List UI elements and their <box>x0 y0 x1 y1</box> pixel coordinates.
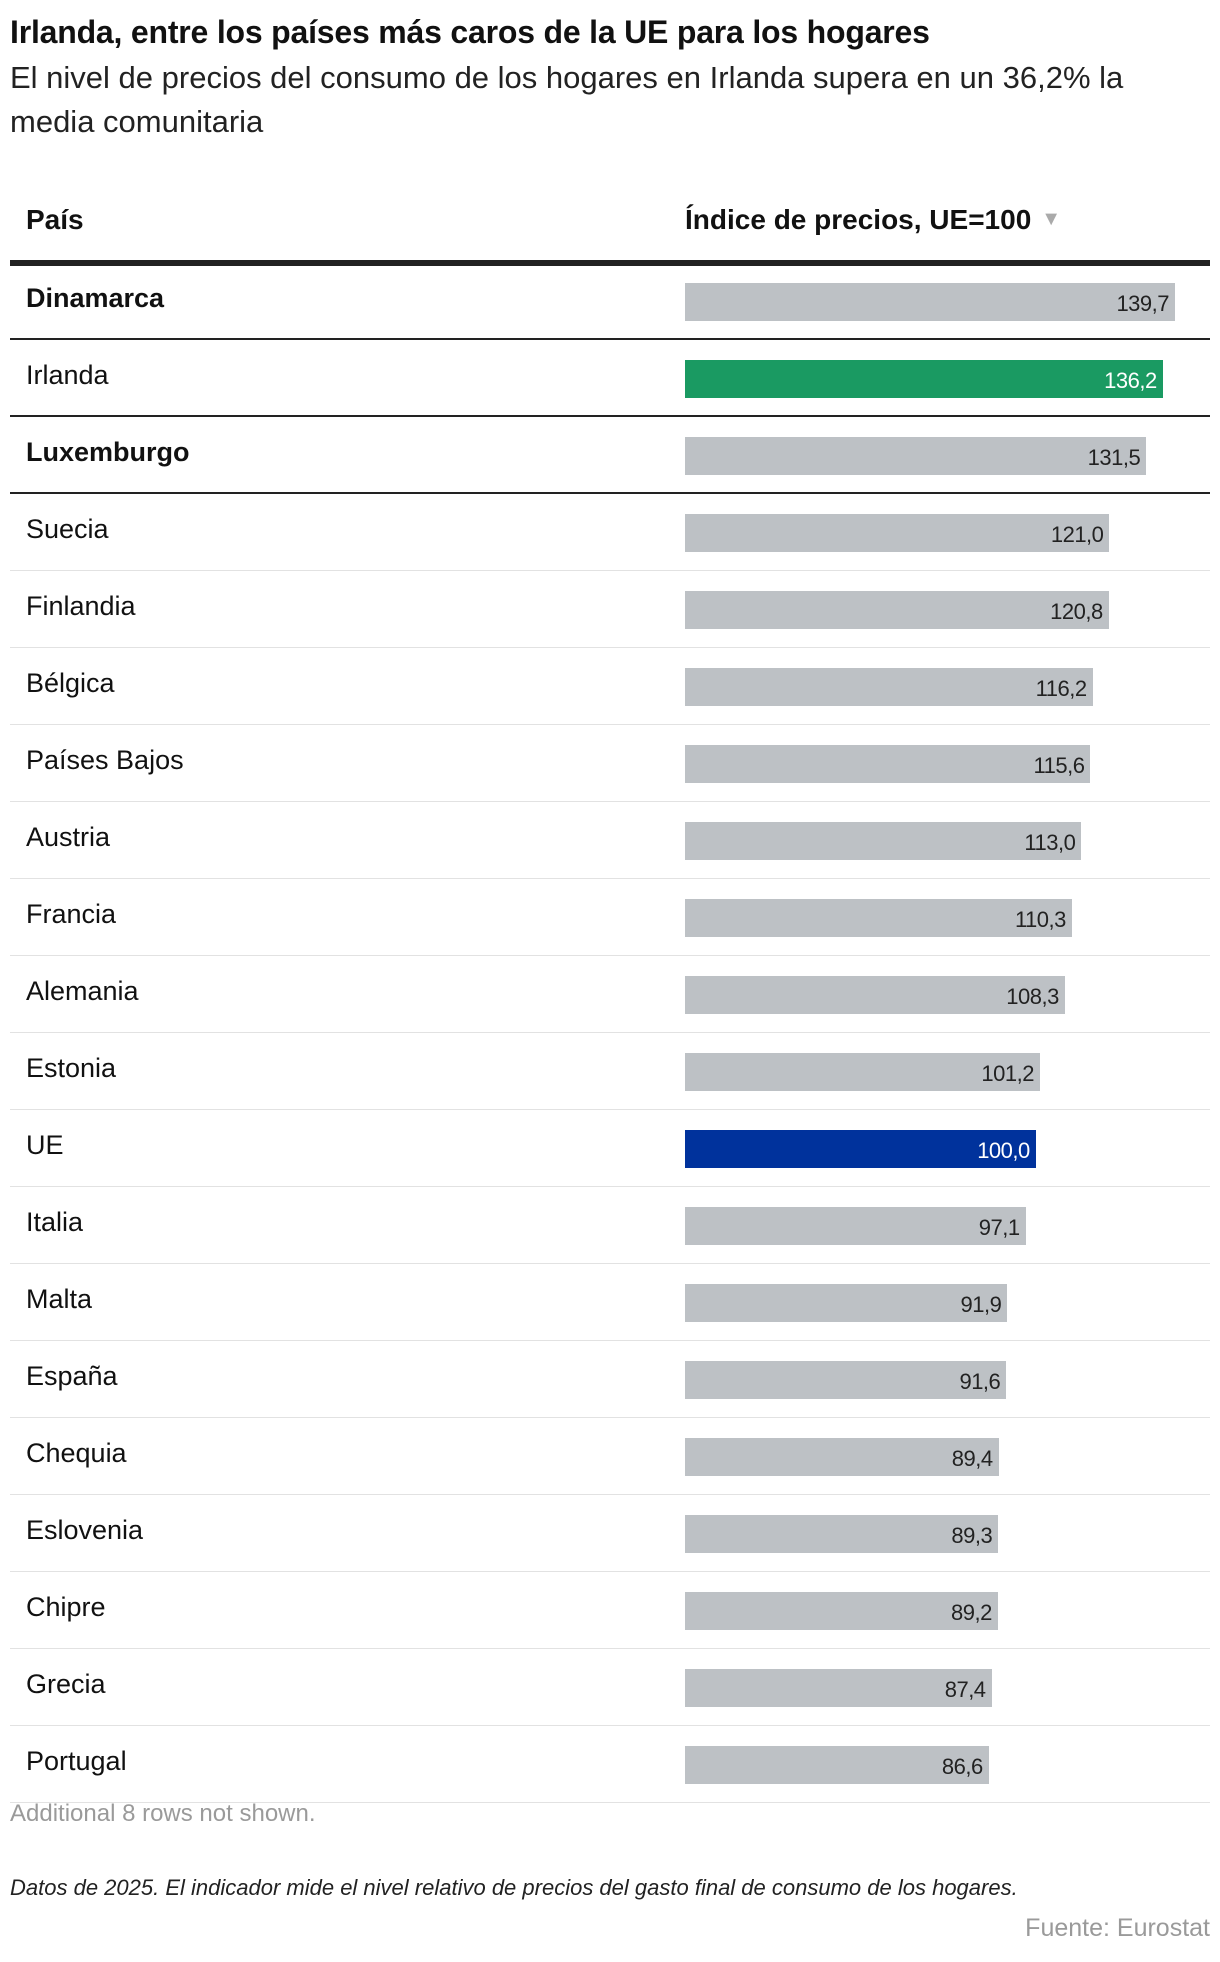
table-row: Austria 113,0 <box>10 802 1210 879</box>
bar-value-label: 120,8 <box>1050 599 1103 624</box>
table-row: Malta 91,9 <box>10 1264 1210 1341</box>
table-row: Alemania 108,3 <box>10 956 1210 1033</box>
bar: 101,2 <box>685 1053 1040 1091</box>
country-label: Grecia <box>26 1669 106 1699</box>
bar: 120,8 <box>685 591 1109 629</box>
table-row: Italia 97,1 <box>10 1187 1210 1264</box>
bar: 86,6 <box>685 1746 989 1784</box>
bar-value-label: 108,3 <box>1006 984 1059 1009</box>
bar: 100,0 <box>685 1130 1036 1168</box>
column-header-index[interactable]: Índice de precios, UE=100 ▼ <box>685 204 1061 236</box>
bar-value-label: 131,5 <box>1087 445 1141 470</box>
bar: 87,4 <box>685 1669 992 1707</box>
bar-value-label: 113,0 <box>1024 830 1076 855</box>
country-label: Luxemburgo <box>26 437 190 467</box>
bar-value-label: 136,2 <box>1104 368 1157 393</box>
country-label: UE <box>26 1130 64 1160</box>
bar-value-label: 89,2 <box>951 1600 992 1625</box>
bar-value-label: 121,0 <box>1050 522 1104 547</box>
country-label: Eslovenia <box>26 1515 144 1545</box>
table-row: Dinamarca 139,7 <box>10 263 1210 340</box>
country-label: Francia <box>26 899 117 929</box>
country-label: Países Bajos <box>26 745 184 775</box>
bar-value-label: 100,0 <box>977 1138 1030 1163</box>
table-header: País Índice de precios, UE=100 ▼ <box>10 190 1210 266</box>
bar-value-label: 139,7 <box>1116 291 1169 316</box>
table-row: UE 100,0 <box>10 1110 1210 1187</box>
table-row: España 91,6 <box>10 1341 1210 1418</box>
bar: 116,2 <box>685 668 1093 706</box>
bar-value-label: 110,3 <box>1014 907 1066 932</box>
country-label: Suecia <box>26 514 109 544</box>
table-row: Chipre 89,2 <box>10 1572 1210 1649</box>
bar: 131,5 <box>685 437 1147 475</box>
bar: 115,6 <box>685 745 1091 783</box>
table-row: Países Bajos 115,6 <box>10 725 1210 802</box>
table-row: Grecia 87,4 <box>10 1649 1210 1726</box>
country-label: Italia <box>26 1207 84 1237</box>
country-label: España <box>26 1361 118 1391</box>
country-label: Dinamarca <box>26 283 165 313</box>
footnote: Datos de 2025. El indicador mide el nive… <box>10 1875 1018 1900</box>
country-label: Finlandia <box>26 591 136 621</box>
triangle-down-icon[interactable]: ▼ <box>1041 208 1062 230</box>
bar-value-label: 101,2 <box>981 1061 1034 1086</box>
chart-subtitle: El nivel de precios del consumo de los h… <box>10 60 1124 139</box>
bar-value-label: 89,4 <box>951 1446 993 1471</box>
bar-value-label: 89,3 <box>951 1523 993 1548</box>
bar-value-label: 87,4 <box>944 1677 986 1702</box>
bar: 108,3 <box>685 976 1065 1014</box>
table-row: Bélgica 116,2 <box>10 648 1210 725</box>
country-label: Chequia <box>26 1438 127 1468</box>
bar: 91,9 <box>685 1284 1008 1322</box>
table-row: Luxemburgo 131,5 <box>10 417 1210 494</box>
country-label: Austria <box>26 822 111 852</box>
bar: 91,6 <box>685 1361 1007 1399</box>
bar-value-label: 116,2 <box>1035 676 1087 701</box>
chart-title: Irlanda, entre los países más caros de l… <box>10 14 930 50</box>
bar: 113,0 <box>685 822 1082 860</box>
table-row: Finlandia 120,8 <box>10 571 1210 648</box>
bar-value-label: 91,6 <box>959 1369 1001 1394</box>
country-label: Estonia <box>26 1053 117 1083</box>
bar: 121,0 <box>685 514 1110 552</box>
bar: 97,1 <box>685 1207 1026 1245</box>
bar-value-label: 91,9 <box>960 1292 1002 1317</box>
table-row: Estonia 101,2 <box>10 1033 1210 1110</box>
bar-value-label: 86,6 <box>941 1754 983 1779</box>
bar-value-label: 115,6 <box>1033 753 1085 778</box>
table-row: Suecia 121,0 <box>10 494 1210 571</box>
country-label: Chipre <box>26 1592 106 1622</box>
column-header-index-label: Índice de precios, UE=100 <box>685 204 1032 235</box>
table-row: Chequia 89,4 <box>10 1418 1210 1495</box>
table-row: Eslovenia 89,3 <box>10 1495 1210 1572</box>
bar: 89,4 <box>685 1438 999 1476</box>
column-header-country[interactable]: País <box>26 204 84 235</box>
source-credit: Fuente: Eurostat <box>1025 1914 1210 1942</box>
bar-value-label: 97,1 <box>978 1215 1020 1240</box>
bar: 110,3 <box>685 899 1072 937</box>
rows-not-shown-note: Additional 8 rows not shown. <box>10 1800 316 1827</box>
bar: 136,2 <box>685 360 1163 398</box>
table-row: Portugal 86,6 <box>10 1726 1210 1803</box>
country-label: Bélgica <box>26 668 115 698</box>
bar: 139,7 <box>685 283 1175 321</box>
table-body: Dinamarca 139,7 Irlanda 136,2 Luxemburgo 131,… <box>10 263 1210 1803</box>
table-row: Irlanda 136,2 <box>10 340 1210 417</box>
country-label: Alemania <box>26 976 139 1006</box>
country-label: Portugal <box>26 1746 127 1776</box>
country-label: Malta <box>26 1284 93 1314</box>
bar: 89,2 <box>685 1592 998 1630</box>
table-row: Francia 110,3 <box>10 879 1210 956</box>
country-label: Irlanda <box>26 360 109 390</box>
bar: 89,3 <box>685 1515 999 1553</box>
